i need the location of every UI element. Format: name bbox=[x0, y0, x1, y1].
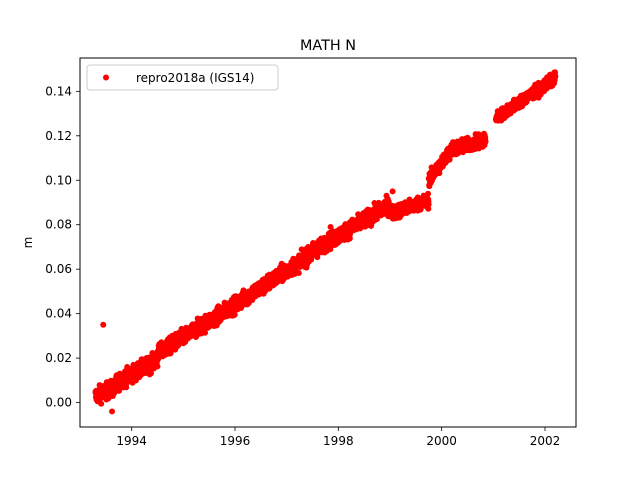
legend-box bbox=[86, 64, 279, 91]
y-tick-label: 0.10 bbox=[45, 173, 72, 187]
data-point bbox=[482, 138, 489, 145]
data-point bbox=[295, 269, 302, 276]
x-tick-label: 2000 bbox=[426, 434, 457, 448]
x-axis: 1994 1996 1998 2000 2002 bbox=[116, 427, 560, 448]
y-axis-label: m bbox=[21, 237, 35, 249]
y-axis: 0.00 0.02 0.04 0.06 0.08 0.10 0.12 0.14 bbox=[45, 84, 80, 410]
data-point bbox=[98, 400, 105, 407]
data-point bbox=[552, 73, 559, 80]
data-points bbox=[92, 69, 559, 415]
legend-entry-label: repro2018a (IGS14) bbox=[136, 71, 254, 85]
data-point bbox=[436, 170, 443, 177]
data-point bbox=[327, 223, 334, 230]
data-point bbox=[202, 329, 209, 336]
data-point bbox=[425, 201, 432, 208]
data-point bbox=[100, 321, 107, 328]
legend: repro2018a (IGS14) bbox=[86, 64, 279, 91]
y-tick-label: 0.00 bbox=[45, 396, 72, 410]
data-point bbox=[147, 370, 154, 377]
data-point bbox=[446, 156, 453, 163]
y-tick-label: 0.12 bbox=[45, 129, 72, 143]
y-tick-label: 0.14 bbox=[45, 84, 72, 98]
x-tick-label: 1994 bbox=[116, 434, 147, 448]
y-tick-label: 0.08 bbox=[45, 218, 72, 232]
data-point bbox=[425, 190, 432, 197]
data-point bbox=[425, 205, 432, 212]
legend-marker bbox=[103, 74, 109, 81]
chart-title: MATH N bbox=[300, 38, 356, 54]
data-point bbox=[154, 363, 161, 370]
data-point bbox=[231, 311, 238, 318]
x-tick-label: 1998 bbox=[323, 434, 354, 448]
y-tick-label: 0.04 bbox=[45, 307, 72, 321]
x-tick-label: 2002 bbox=[530, 434, 561, 448]
plot-area-frame bbox=[79, 57, 577, 428]
data-point bbox=[389, 188, 396, 195]
y-tick-label: 0.06 bbox=[45, 262, 72, 276]
y-tick-label: 0.02 bbox=[45, 351, 72, 365]
data-point bbox=[346, 235, 353, 242]
data-point bbox=[167, 349, 174, 356]
x-tick-label: 1996 bbox=[220, 434, 251, 448]
data-point bbox=[109, 408, 116, 415]
